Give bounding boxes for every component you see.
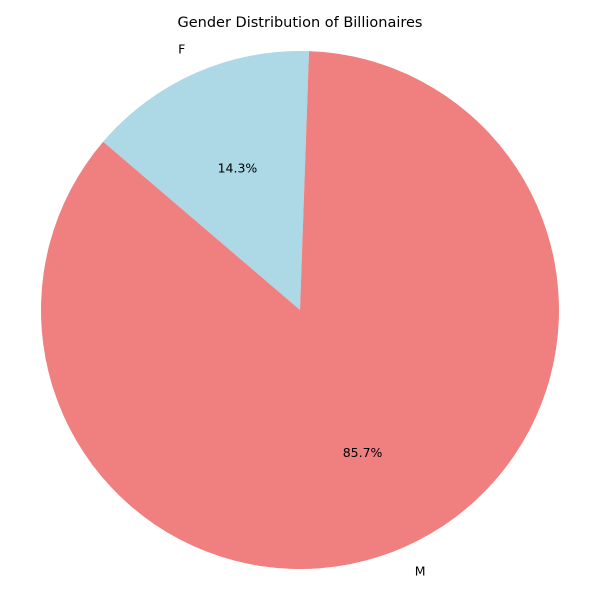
pie-labels: F 14.3% M 85.7% (178, 42, 425, 579)
slice-label-f: F (178, 42, 185, 57)
pie-slice-f (103, 51, 310, 310)
pie-slice-m (40, 51, 559, 570)
slice-percent-f: 14.3% (218, 160, 258, 175)
slice-label-m: M (415, 563, 426, 578)
chart-title: Gender Distribution of Billionaires (178, 15, 423, 31)
slice-percent-m: 85.7% (343, 445, 383, 460)
pie-slices (40, 51, 559, 570)
